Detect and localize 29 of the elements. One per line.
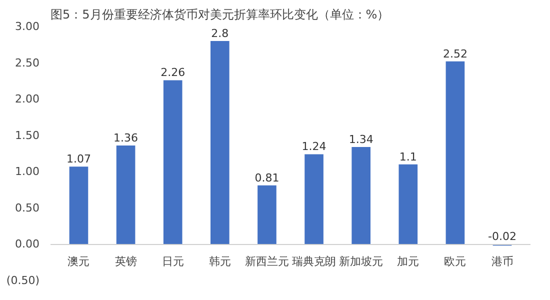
x-tick-label: 日元 xyxy=(162,255,184,268)
x-tick-label: 澳元 xyxy=(68,255,90,268)
x-tick-label: 新加坡元 xyxy=(339,255,384,268)
x-tick-label: 瑞典克朗 xyxy=(292,255,336,268)
y-tick-label: 1.00 xyxy=(15,165,40,178)
x-tick-label: 新西兰元 xyxy=(244,255,289,268)
x-tick-label: 港币 xyxy=(491,255,514,268)
data-label: 2.52 xyxy=(442,47,468,60)
y-tick-label: 1.50 xyxy=(15,128,40,142)
data-label: 2.8 xyxy=(211,27,229,40)
y-tick-label: 0.50 xyxy=(15,201,40,214)
data-label: 1.36 xyxy=(114,132,138,145)
data-label: 1.34 xyxy=(348,132,374,146)
y-tick-label: (0.50) xyxy=(6,274,40,287)
data-label: 1.1 xyxy=(399,150,417,164)
x-tick-label: 加元 xyxy=(397,255,420,268)
x-tick-label: 欧元 xyxy=(444,255,466,268)
data-label: 1.07 xyxy=(66,152,91,166)
y-tick-label: 3.00 xyxy=(15,20,40,33)
x-tick-label: 韩元 xyxy=(208,255,231,268)
y-tick-label: 2.50 xyxy=(15,56,40,70)
y-tick-label: 2.00 xyxy=(15,92,40,106)
chart-title: 图5：5月份重要经济体货币对美元折算率环比变化（单位：%） xyxy=(50,8,390,22)
data-label: -0.02 xyxy=(488,230,517,244)
x-tick-label: 英镑 xyxy=(114,255,137,268)
y-tick-label: 0.00 xyxy=(15,238,40,251)
data-label: 2.26 xyxy=(160,66,186,80)
data-label: 1.24 xyxy=(302,140,326,154)
data-label: 0.81 xyxy=(254,171,280,184)
